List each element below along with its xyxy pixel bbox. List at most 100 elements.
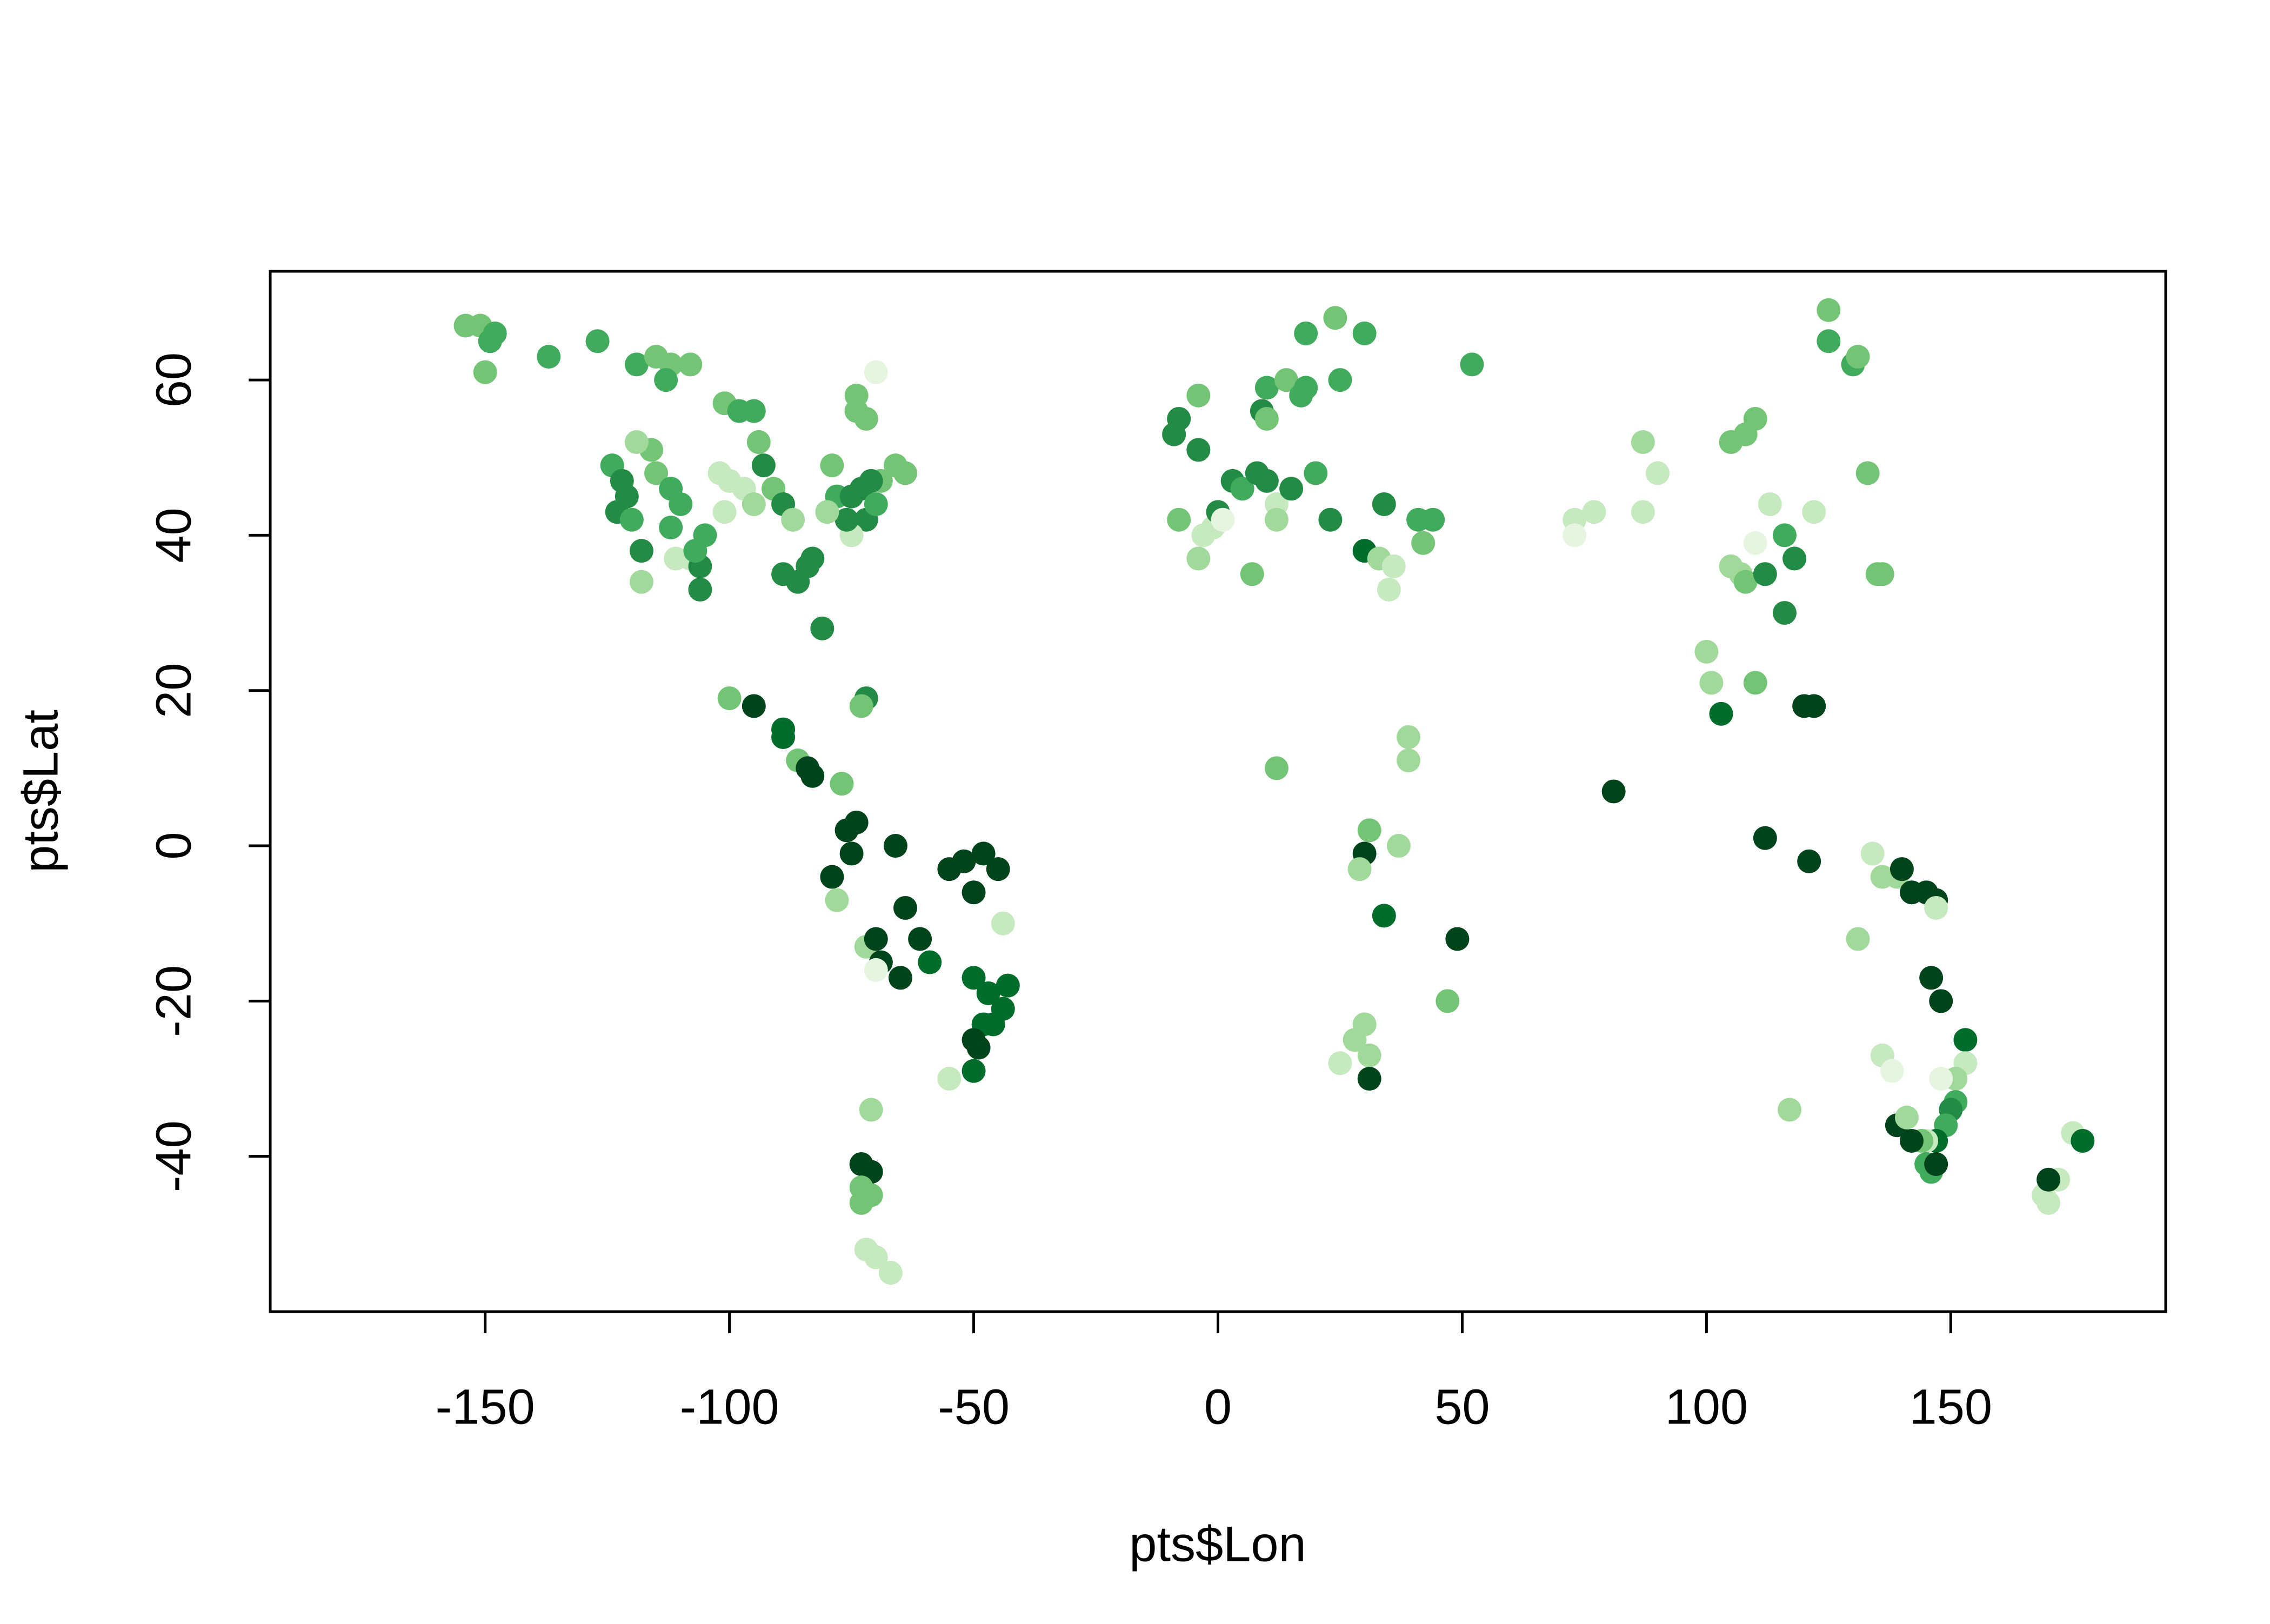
point — [654, 368, 678, 392]
point — [883, 834, 907, 858]
point — [746, 430, 771, 455]
point — [864, 958, 888, 982]
point — [1817, 298, 1841, 322]
y-tick-label: -40 — [146, 1120, 201, 1192]
point — [815, 500, 839, 524]
plot-box — [269, 270, 2167, 1313]
point — [800, 546, 825, 571]
x-tick-label: 150 — [1910, 1379, 1993, 1434]
point — [839, 841, 864, 866]
point — [644, 461, 669, 485]
point — [1304, 461, 1328, 485]
point — [712, 500, 737, 524]
point — [1167, 507, 1191, 532]
point — [962, 880, 986, 905]
point — [1343, 1028, 1367, 1052]
point — [629, 539, 653, 563]
point — [1563, 523, 1587, 547]
point — [849, 694, 873, 718]
point — [1254, 376, 1279, 400]
point — [1347, 857, 1372, 881]
point — [1372, 904, 1396, 928]
point — [893, 461, 918, 485]
point — [1860, 841, 1885, 866]
point — [1357, 1043, 1381, 1067]
point — [1924, 895, 1948, 920]
point — [1167, 406, 1191, 431]
point — [1753, 562, 1777, 586]
y-tick-label: 20 — [146, 663, 201, 718]
point — [1294, 376, 1318, 400]
point — [742, 492, 766, 516]
point — [1381, 554, 1406, 578]
point — [888, 966, 912, 990]
point — [1352, 321, 1377, 345]
point — [1894, 1105, 1919, 1130]
point — [966, 1035, 991, 1060]
point — [864, 1245, 888, 1269]
point — [830, 772, 854, 796]
point — [619, 507, 644, 532]
point — [1865, 562, 1890, 586]
point — [1397, 725, 1421, 749]
point — [937, 1067, 962, 1091]
point — [688, 577, 712, 602]
x-tick-label: -50 — [938, 1379, 1010, 1434]
point — [1254, 406, 1279, 431]
point — [918, 950, 942, 974]
point — [1709, 701, 1733, 726]
point — [1880, 1059, 1904, 1083]
point — [908, 927, 932, 951]
point — [1186, 383, 1211, 407]
point — [859, 469, 883, 493]
point — [742, 399, 766, 423]
point — [2037, 1167, 2061, 1192]
point — [1186, 438, 1211, 462]
point — [585, 329, 610, 353]
point — [893, 895, 918, 920]
point — [483, 321, 507, 345]
point — [678, 352, 703, 377]
point — [1601, 779, 1626, 804]
point — [834, 818, 859, 843]
point — [1890, 857, 1914, 881]
x-tick-label: -100 — [680, 1379, 779, 1434]
point — [659, 516, 683, 540]
point — [1274, 368, 1299, 392]
point — [859, 1098, 883, 1122]
point — [1782, 546, 1807, 571]
y-tick-label: 0 — [146, 832, 201, 859]
point — [1397, 748, 1421, 773]
point — [1318, 507, 1343, 532]
point — [1421, 507, 1445, 532]
point — [717, 686, 742, 711]
point — [1240, 562, 1264, 586]
point — [537, 345, 561, 369]
y-tick-label: -20 — [146, 965, 201, 1037]
point — [864, 360, 888, 384]
point — [1899, 1128, 1924, 1153]
point — [1264, 507, 1288, 532]
point — [844, 383, 869, 407]
point — [2037, 1191, 2061, 1215]
point — [1582, 500, 1606, 524]
point — [1817, 329, 1841, 353]
point — [986, 857, 1010, 881]
point — [1733, 570, 1758, 594]
point — [1772, 601, 1797, 625]
point — [1323, 306, 1347, 330]
point — [1758, 492, 1782, 516]
point — [1436, 989, 1460, 1013]
point — [1772, 523, 1797, 547]
point — [834, 507, 859, 532]
point — [1377, 577, 1401, 602]
point — [1846, 345, 1870, 369]
point — [820, 453, 844, 478]
point — [742, 694, 766, 718]
point — [1264, 756, 1288, 780]
point — [1743, 531, 1767, 555]
point — [1328, 368, 1352, 392]
point — [771, 717, 796, 741]
point — [1279, 477, 1304, 501]
point — [1631, 500, 1655, 524]
